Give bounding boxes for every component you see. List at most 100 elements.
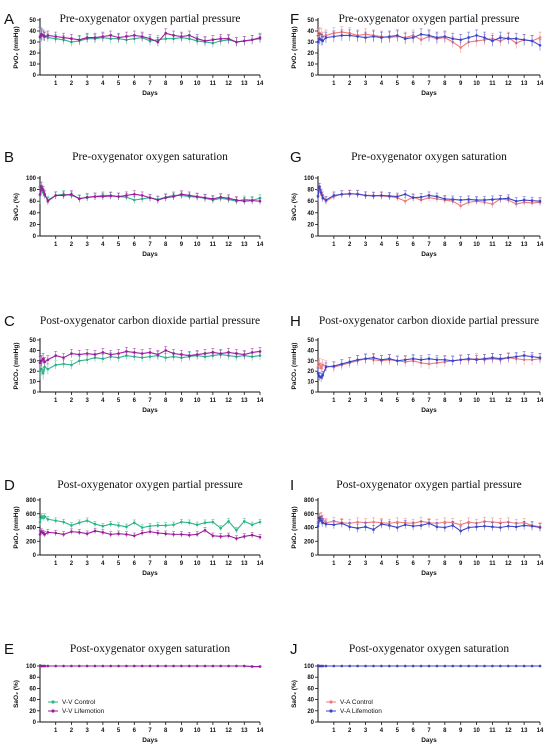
x-axis-label: Days bbox=[142, 737, 158, 744]
data-point bbox=[332, 364, 336, 368]
x-tick-label: 4 bbox=[101, 242, 105, 248]
legend-label: V-V Lifemotion bbox=[62, 708, 105, 715]
y-axis-label: PvO₂ (mmHg) bbox=[291, 26, 298, 68]
data-point bbox=[211, 520, 215, 524]
data-point bbox=[491, 202, 494, 206]
legend-marker bbox=[51, 700, 55, 704]
x-tick-label: 7 bbox=[427, 242, 431, 248]
data-point bbox=[356, 35, 359, 38]
x-tick-label: 7 bbox=[148, 81, 152, 87]
x-tick-label: 6 bbox=[133, 561, 137, 567]
y-tick-label: 0 bbox=[311, 390, 315, 396]
data-point bbox=[321, 664, 325, 668]
legend-label: V-A Lifemotion bbox=[340, 708, 382, 715]
data-point bbox=[125, 350, 128, 353]
x-axis-label: Days bbox=[421, 251, 437, 258]
data-point bbox=[250, 665, 254, 668]
x-tick-label: 13 bbox=[241, 242, 248, 248]
data-point bbox=[459, 198, 463, 202]
x-tick-label: 12 bbox=[225, 242, 232, 248]
x-tick-label: 10 bbox=[194, 561, 201, 567]
data-point bbox=[38, 520, 42, 524]
data-point bbox=[156, 524, 160, 527]
x-tick-label: 6 bbox=[133, 242, 137, 248]
data-point bbox=[475, 34, 478, 37]
x-tick-label: 8 bbox=[164, 398, 168, 404]
x-tick-label: 12 bbox=[505, 242, 512, 248]
y-tick-label: 600 bbox=[26, 512, 37, 518]
data-point bbox=[180, 520, 183, 524]
data-point bbox=[395, 34, 399, 37]
x-tick-label: 11 bbox=[489, 81, 496, 87]
chart-panel-i: I Post-oxygenator oxygen partial pressure… bbox=[290, 477, 544, 577]
data-point bbox=[388, 524, 391, 527]
data-point bbox=[321, 39, 325, 43]
data-point bbox=[148, 37, 152, 40]
x-tick-label: 14 bbox=[257, 561, 264, 567]
data-point bbox=[85, 519, 89, 522]
data-point bbox=[316, 371, 320, 375]
data-point bbox=[506, 664, 510, 668]
data-point bbox=[443, 197, 447, 201]
data-point bbox=[227, 534, 230, 538]
x-tick-label: 2 bbox=[348, 561, 352, 567]
x-tick-label: 6 bbox=[133, 728, 137, 734]
data-point bbox=[538, 199, 542, 203]
x-tick-label: 6 bbox=[411, 728, 415, 734]
data-point bbox=[93, 195, 97, 198]
panel-letter: G bbox=[290, 149, 302, 166]
data-point bbox=[125, 354, 128, 357]
data-point bbox=[164, 349, 168, 352]
x-tick-label: 1 bbox=[332, 242, 336, 248]
data-point bbox=[54, 354, 58, 357]
x-tick-label: 3 bbox=[364, 561, 368, 567]
data-point bbox=[250, 351, 254, 354]
data-point bbox=[380, 522, 383, 526]
data-point bbox=[258, 665, 262, 668]
data-point bbox=[514, 664, 518, 668]
data-point bbox=[411, 196, 415, 200]
y-tick-label: 30 bbox=[29, 40, 36, 46]
x-tick-label: 6 bbox=[133, 398, 137, 404]
data-point bbox=[435, 195, 439, 198]
y-tick-label: 30 bbox=[29, 359, 36, 365]
series-v-v-lifemotion bbox=[38, 345, 262, 370]
data-point bbox=[77, 664, 81, 668]
x-tick-label: 3 bbox=[85, 81, 89, 87]
x-tick-label: 3 bbox=[85, 242, 89, 248]
data-point bbox=[117, 352, 120, 355]
data-point bbox=[54, 363, 58, 367]
data-point bbox=[318, 362, 321, 366]
x-tick-label: 11 bbox=[210, 81, 217, 87]
x-tick-label: 1 bbox=[54, 561, 58, 567]
data-point bbox=[54, 664, 58, 668]
data-point bbox=[203, 196, 207, 200]
data-point bbox=[348, 525, 352, 529]
data-point bbox=[467, 36, 470, 39]
panel-letter: J bbox=[290, 641, 298, 658]
data-point bbox=[132, 34, 136, 37]
x-tick-label: 8 bbox=[164, 242, 168, 248]
y-tick-label: 100 bbox=[26, 664, 37, 670]
y-tick-label: 60 bbox=[29, 686, 36, 692]
data-point bbox=[427, 362, 431, 366]
data-point bbox=[219, 37, 223, 40]
x-tick-label: 11 bbox=[210, 398, 217, 404]
data-point bbox=[348, 360, 352, 364]
data-point bbox=[46, 517, 50, 521]
data-point bbox=[187, 664, 191, 668]
data-point bbox=[522, 198, 526, 202]
x-tick-label: 12 bbox=[225, 561, 232, 567]
data-point bbox=[411, 524, 415, 528]
data-point bbox=[70, 530, 73, 533]
x-tick-label: 5 bbox=[117, 81, 121, 87]
data-point bbox=[40, 185, 43, 188]
y-tick-label: 50 bbox=[307, 338, 314, 344]
data-point bbox=[388, 194, 391, 198]
data-point bbox=[459, 204, 463, 208]
x-tick-label: 14 bbox=[257, 242, 264, 248]
series-v-v-lifemotion bbox=[38, 27, 262, 47]
data-point bbox=[140, 352, 144, 355]
data-point bbox=[235, 537, 238, 540]
data-point bbox=[62, 664, 65, 668]
